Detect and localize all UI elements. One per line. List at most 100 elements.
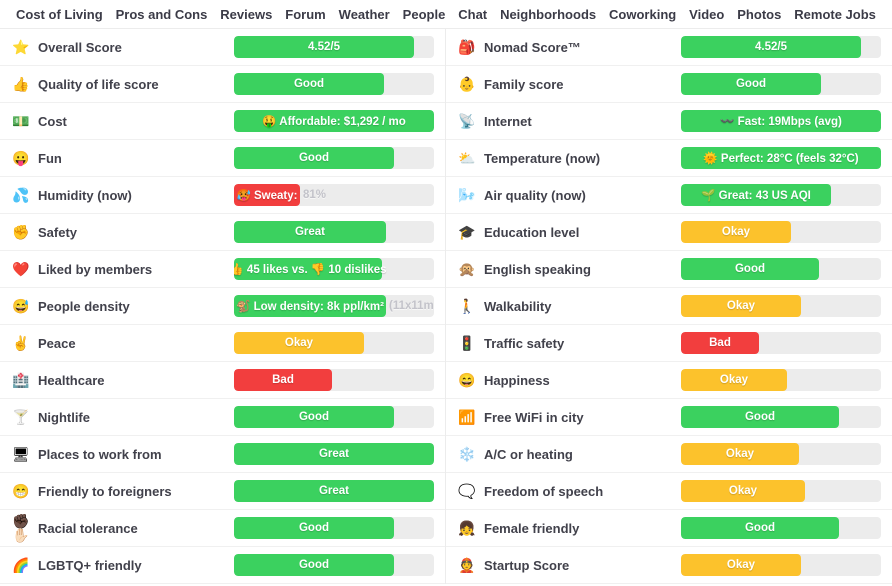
racial-tolerance-hands-icon: ✊🏿✋🏻 [12, 513, 30, 543]
row-liked-by-members[interactable]: ❤️ Liked by members 👍 45 likes vs. 👎 10 di… [0, 251, 445, 288]
happiness-score-bar: Okay [681, 369, 881, 391]
score-bar-value: Good [734, 263, 766, 275]
nav-item-video[interactable]: Video [689, 6, 725, 22]
row-peace[interactable]: ✌️ Peace Okay [0, 325, 445, 362]
row-overall-score[interactable]: ⭐ Overall Score 4.52/5 [0, 29, 445, 66]
score-bar-value: Good [298, 522, 330, 534]
red-cap-face-icon: 👲 [458, 557, 476, 573]
score-bar-fill: Great [234, 221, 386, 243]
score-bar-value: Good [298, 559, 330, 571]
nav-item-people[interactable]: People [402, 6, 446, 22]
row-label: Safety [38, 224, 78, 240]
satellite-dish-icon: 📡 [458, 113, 476, 129]
row-walkability[interactable]: 🚶 Walkability Okay [446, 288, 892, 325]
scorecard-column-left: ⭐ Overall Score 4.52/5 👍 Quality of life sco… [0, 29, 446, 584]
row-healthcare[interactable]: 🏥 Healthcare Bad [0, 362, 445, 399]
row-label-wrap: ⛅ Temperature (now) [458, 151, 600, 166]
row-places-to-work-from[interactable]: 🖥 Places to work from Great [0, 436, 445, 473]
score-bar-fill: Okay [681, 443, 799, 465]
row-education-level[interactable]: 🎓 Education level Okay [446, 214, 892, 251]
nav-item-forum[interactable]: Forum [285, 6, 326, 22]
row-label: Air quality (now) [484, 187, 586, 203]
liked-by-members-score-bar: 👍 45 likes vs. 👎 10 dislikes [234, 258, 434, 280]
score-bar-fill: Good [681, 73, 821, 95]
overall-score-score-bar: 4.52/5 [234, 36, 434, 58]
hospital-icon: 🏥 [12, 372, 30, 388]
score-bar-value: Good [735, 78, 767, 90]
row-a-c-or-heating[interactable]: ❄️ A/C or heating Okay [446, 436, 892, 473]
row-fun[interactable]: 😛 Fun Good [0, 140, 445, 177]
female-friendly-score-bar: Good [681, 517, 881, 539]
temperature-now-score-bar: 🌞 Perfect: 28°C (feels 32°C) [681, 147, 881, 169]
nav-item-coworking[interactable]: Coworking [609, 6, 677, 22]
row-nomad-score[interactable]: 🎒 Nomad Score™ 4.52/5 [446, 29, 892, 66]
score-bar-value: Okay [725, 448, 755, 460]
nomad-score-score-bar: 4.52/5 [681, 36, 881, 58]
score-bar-fill: Good [681, 406, 839, 428]
row-freedom-of-speech[interactable]: 🗨️ Freedom of speech Okay [446, 473, 892, 510]
row-air-quality-now[interactable]: 🌬️ Air quality (now) 🌱 Great: 43 US AQI [446, 177, 892, 214]
row-family-score[interactable]: 👶 Family score Good [446, 66, 892, 103]
score-bar-value: Good [744, 522, 776, 534]
row-temperature-now[interactable]: ⛅ Temperature (now) 🌞 Perfect: 28°C (feels… [446, 140, 892, 177]
row-people-density[interactable]: 😅 People density 🐒 Low density: 8k ppl/km²… [0, 288, 445, 325]
cocktail-icon: 🍸 [12, 409, 30, 425]
row-label: Temperature (now) [484, 150, 601, 166]
nav-item-weather[interactable]: Weather [338, 6, 390, 22]
nav-item-chat[interactable]: Chat [458, 6, 488, 22]
score-bar-fill: Good [234, 147, 394, 169]
star-icon: ⭐ [12, 39, 30, 55]
sweat-smile-icon: 😅 [12, 298, 30, 314]
score-bar-fill: 4.52/5 [234, 36, 414, 58]
row-label-wrap: 📶 Free WiFi in city [458, 410, 584, 425]
row-lgbtq-friendly[interactable]: 🌈 LGBTQ+ friendly Good [0, 547, 445, 584]
score-bar-fill: Okay [681, 295, 801, 317]
row-label: Humidity (now) [38, 187, 132, 203]
nav-item-cost-of-living[interactable]: Cost of Living [16, 6, 103, 22]
nav-item-remote-jobs[interactable]: Remote Jobs [794, 6, 876, 22]
row-label-wrap: 👶 Family score [458, 77, 564, 92]
nav-item-neighborhoods[interactable]: Neighborhoods [500, 6, 597, 22]
row-label-wrap: 🌈 LGBTQ+ friendly [12, 558, 142, 573]
row-traffic-safety[interactable]: 🚦 Traffic safety Bad [446, 325, 892, 362]
row-quality-of-life-score[interactable]: 👍 Quality of life score Good [0, 66, 445, 103]
nav-item-reviews[interactable]: Reviews [220, 6, 273, 22]
row-label: Happiness [484, 372, 550, 388]
backpack-icon: 🎒 [458, 39, 476, 55]
score-bar-value: 🐒 Low density: 8k ppl/km² [236, 301, 384, 313]
row-nightlife[interactable]: 🍸 Nightlife Good [0, 399, 445, 436]
row-label: English speaking [484, 261, 591, 277]
nav-item-photos[interactable]: Photos [737, 6, 782, 22]
row-label-wrap: 🚶 Walkability [458, 299, 551, 314]
row-cost[interactable]: 💵 Cost 🤑 Affordable: $1,292 / mo [0, 103, 445, 140]
score-bar-value: 🌞 Perfect: 28°C (feels 32°C) [703, 153, 859, 165]
score-bar-value: Good [293, 78, 325, 90]
nav-item-pros-and-cons[interactable]: Pros and Cons [115, 6, 208, 22]
row-label: Traffic safety [484, 335, 565, 351]
row-label: Healthcare [38, 372, 105, 388]
row-label-wrap: 👍 Quality of life score [12, 77, 159, 92]
row-internet[interactable]: 📡 Internet 〰️ Fast: 19Mbps (avg) [446, 103, 892, 140]
row-label: Female friendly [484, 520, 580, 536]
row-racial-tolerance[interactable]: ✊🏿✋🏻 Racial tolerance Good [0, 510, 445, 547]
score-bar-fill: 🌞 Perfect: 28°C (feels 32°C) [681, 147, 881, 169]
row-safety[interactable]: ✊ Safety Great [0, 214, 445, 251]
score-bar-overflow-value: 81% [303, 189, 327, 201]
row-label: Places to work from [38, 446, 162, 462]
row-happiness[interactable]: 😄 Happiness Okay [446, 362, 892, 399]
row-free-wifi-in-city[interactable]: 📶 Free WiFi in city Good [446, 399, 892, 436]
row-friendly-to-foreigners[interactable]: 😁 Friendly to foreigners Great [0, 473, 445, 510]
score-bar-value: Okay [719, 374, 749, 386]
speak-no-evil-monkey-icon: 🙊 [458, 261, 476, 277]
sun-cloud-icon: ⛅ [458, 150, 476, 166]
speech-bubble-icon: 🗨️ [458, 483, 476, 499]
row-female-friendly[interactable]: 👧 Female friendly Good [446, 510, 892, 547]
row-label: Cost [38, 113, 67, 129]
row-humidity-now[interactable]: 💦 Humidity (now) 🥵 Sweaty: 81% [0, 177, 445, 214]
education-level-score-bar: Okay [681, 221, 881, 243]
row-startup-score[interactable]: 👲 Startup Score Okay [446, 547, 892, 584]
row-label: Overall Score [38, 39, 122, 55]
top-navigation: Cost of Living Pros and Cons Reviews Forum W… [0, 0, 892, 29]
a-c-or-heating-score-bar: Okay [681, 443, 881, 465]
row-english-speaking[interactable]: 🙊 English speaking Good [446, 251, 892, 288]
